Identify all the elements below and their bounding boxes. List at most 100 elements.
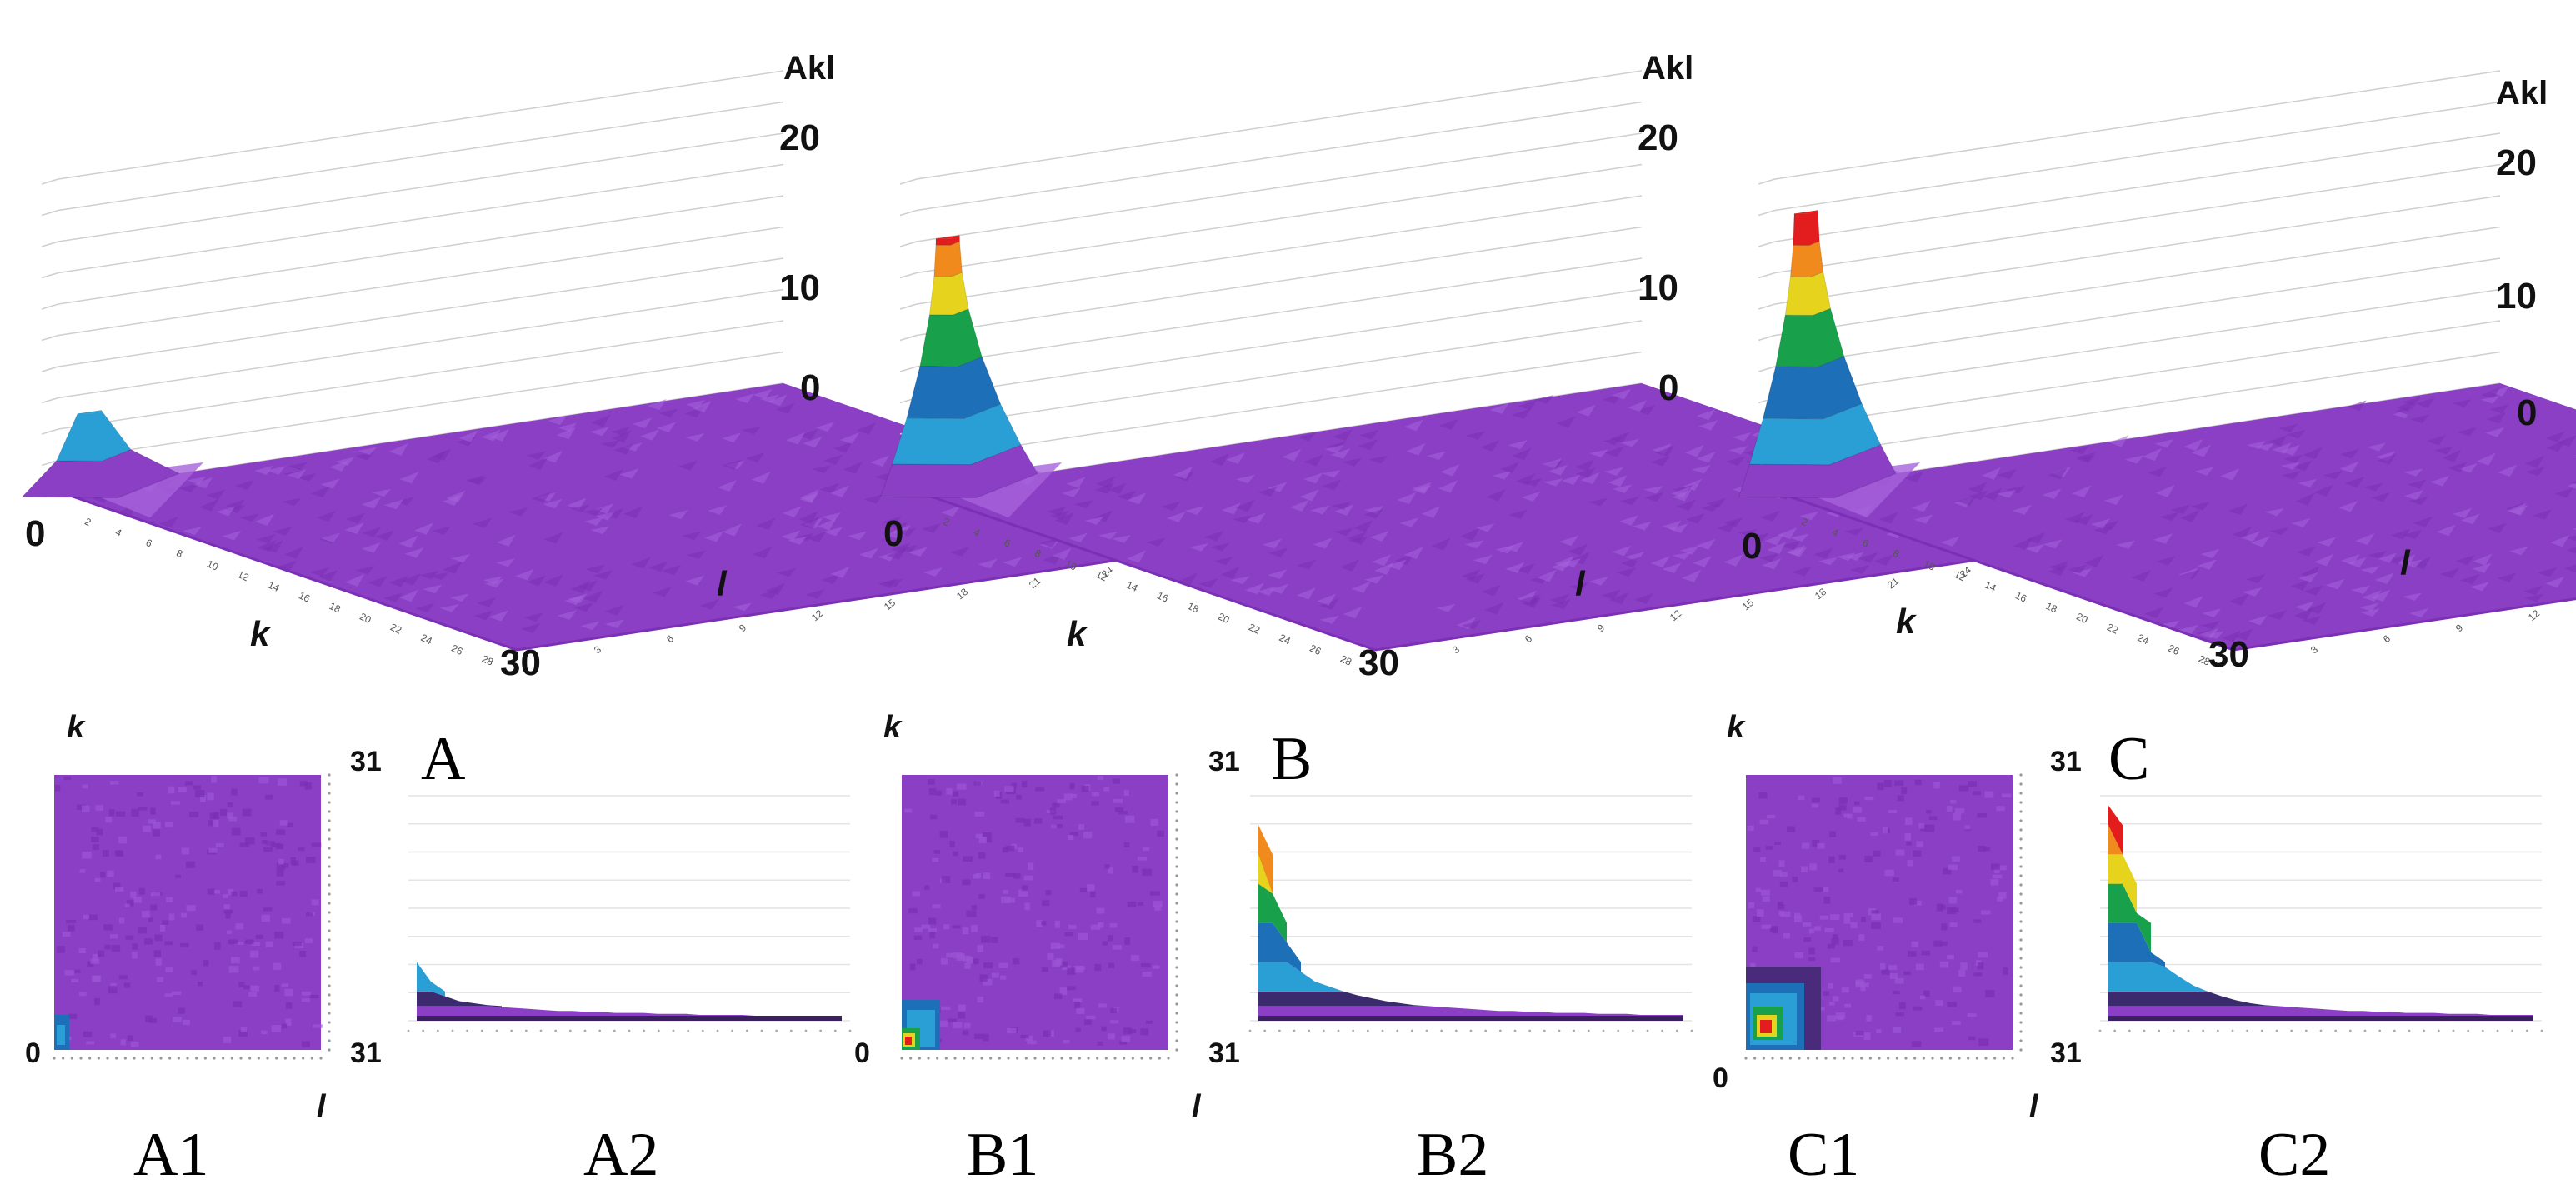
heatmap-axis-dot — [2019, 975, 2023, 978]
heatmap-axis-dot — [328, 773, 331, 777]
panel-c-profile-band — [2137, 962, 2151, 992]
heatmap-texture-cell — [143, 938, 153, 945]
panel-a-surface-facet — [595, 512, 615, 521]
heatmap-texture-cell — [1871, 913, 1882, 921]
heatmap-texture-cell — [1934, 1027, 1943, 1032]
panel-a-surface-facet — [883, 578, 903, 587]
panel-a-map-bottom-left: 0 — [25, 1037, 41, 1069]
heatmap-texture-cell — [138, 807, 148, 811]
heatmap-texture-cell — [260, 832, 268, 837]
heatmap-texture-cell — [1103, 787, 1110, 792]
heatmap-texture-cell — [1124, 937, 1131, 945]
panel-c-surface-facet — [2532, 509, 2553, 520]
panel-a-surface-facet — [805, 589, 825, 599]
panel-b-surface-facet — [1094, 482, 1115, 494]
panel-a-surface-facet — [648, 561, 668, 572]
panel-b-surface-facet — [1289, 499, 1309, 512]
panel-b-profile-band — [1273, 962, 1287, 992]
profile-axis-dot — [1454, 1029, 1458, 1032]
heatmap-axis-dot — [283, 1057, 287, 1060]
panel-c-surface-facet — [2293, 607, 2313, 621]
heatmap-axis-dot — [1762, 1057, 1765, 1060]
panel-c-surface-facet — [1878, 512, 1898, 524]
panel-c-profile-band — [2108, 854, 2123, 884]
panel-a-profile-band — [445, 996, 459, 1007]
heatmap-texture-cell — [1124, 815, 1135, 823]
panel-b-l-tick: 12 — [1668, 607, 1683, 624]
heatmap-texture-cell — [181, 912, 188, 918]
heatmap-texture-cell — [929, 932, 936, 939]
panel-b-hotspot-red — [905, 1037, 912, 1045]
heatmap-texture-cell — [991, 937, 998, 943]
heatmap-texture-cell — [186, 905, 196, 912]
panel-c-surface-facet — [2476, 452, 2496, 466]
panel-c-surface-facet — [2294, 601, 2315, 612]
heatmap-texture-cell — [1132, 865, 1138, 873]
panel-b-surface-facet — [1662, 562, 1682, 574]
heatmap-texture-cell — [1813, 887, 1824, 892]
panel-c-surface-facet — [2303, 447, 2323, 460]
heatmap-axis-dot — [168, 1057, 172, 1060]
panel-b-k-tick: 14 — [1124, 579, 1139, 594]
heatmap-axis-dot — [944, 1057, 948, 1060]
panel-a-surface-facet — [781, 530, 801, 541]
panel-a-surface-facet — [583, 590, 603, 603]
panel-a-surface-facet — [708, 505, 728, 515]
panel-b-surface-facet — [1204, 531, 1224, 542]
heatmap-texture-cell — [244, 837, 255, 845]
heatmap-texture-cell — [1953, 986, 1962, 993]
panel-b-surface-facet — [1732, 432, 1752, 442]
panel-b-surface-facet — [1426, 451, 1447, 461]
panel-a-surface-facet — [742, 426, 762, 435]
panel-b-surface-facet — [1521, 492, 1541, 502]
panel-c-surface-facet — [2325, 578, 2345, 590]
panel-b-surface-facet — [1603, 467, 1624, 477]
heatmap-axis-dot — [328, 819, 331, 822]
panel-a-surface-facet — [949, 547, 969, 557]
heatmap-axis-dot — [1824, 1057, 1828, 1060]
heatmap-texture-cell — [1028, 862, 1034, 870]
heatmap-texture-cell — [1086, 1015, 1096, 1020]
heatmap-axis-dot — [2019, 892, 2023, 896]
panel-b-profile-band — [1301, 972, 1315, 992]
panel-c-surface-facet — [2436, 524, 2456, 537]
profile-axis-dot — [1498, 1029, 1502, 1032]
panel-a-grid-line — [41, 428, 59, 435]
panel-c-surface-facet — [2395, 406, 2415, 415]
panel-c-surface-facet — [2243, 587, 2263, 597]
heatmap-texture-cell — [932, 857, 939, 862]
heatmap-texture-cell — [1024, 902, 1030, 911]
panel-a-surface-facet — [891, 542, 911, 554]
heatmap-texture-cell — [255, 934, 263, 939]
heatmap-texture-cell — [257, 888, 263, 894]
panel-b-surface-facet — [1671, 486, 1691, 498]
heatmap-texture-cell — [1973, 972, 1983, 977]
panel-c-surface-facet — [2371, 492, 2391, 502]
profile-axis-dot — [2304, 1029, 2308, 1032]
panel-b-l-tick: 6 — [1523, 632, 1534, 645]
profile-axis-dot — [2202, 1029, 2205, 1032]
heatmap-axis-dot — [1948, 1057, 1952, 1060]
heatmap-texture-cell — [233, 1001, 243, 1007]
panel-b-surface-facet — [1178, 572, 1198, 586]
heatmap-texture-cell — [162, 920, 169, 925]
heatmap-texture-cell — [985, 837, 993, 843]
heatmap-texture-cell — [207, 888, 215, 895]
heatmap-texture-cell — [1043, 1030, 1051, 1037]
profile-axis-dot — [2246, 1029, 2249, 1032]
panel-b-l-tick: 9 — [1595, 622, 1607, 634]
profile-axis-dot — [2423, 1029, 2426, 1032]
panel-b-surface-facet — [1850, 564, 1870, 574]
profile-axis-dot — [1558, 1029, 1561, 1032]
heatmap-texture-cell — [1011, 782, 1017, 789]
panel-c-map-k-label: k — [1727, 710, 1746, 745]
panel-a-surface-facet — [368, 576, 388, 587]
panel-a-surface-facet — [358, 447, 378, 456]
panel-b-surface-facet — [1403, 546, 1424, 560]
panel-a-surface-facet — [282, 497, 302, 507]
heatmap-texture-cell — [971, 924, 978, 932]
panel-c-profile-band — [2137, 991, 2151, 1007]
panel-a-k-tick: 12 — [236, 568, 251, 583]
panel-b-profile-band — [1273, 922, 1287, 962]
heatmap-texture-cell — [153, 950, 162, 957]
